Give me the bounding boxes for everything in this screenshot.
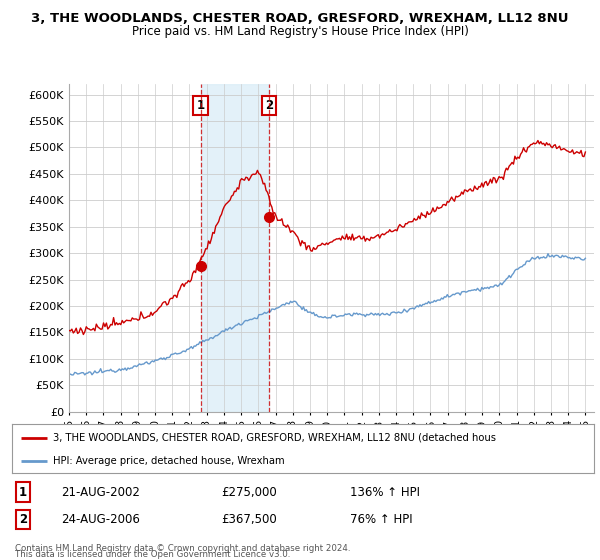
Text: Price paid vs. HM Land Registry's House Price Index (HPI): Price paid vs. HM Land Registry's House … xyxy=(131,25,469,38)
Text: 136% ↑ HPI: 136% ↑ HPI xyxy=(350,486,419,498)
Text: Contains HM Land Registry data © Crown copyright and database right 2024.: Contains HM Land Registry data © Crown c… xyxy=(15,544,350,553)
Text: 1: 1 xyxy=(19,486,27,498)
Text: 3, THE WOODLANDS, CHESTER ROAD, GRESFORD, WREXHAM, LL12 8NU: 3, THE WOODLANDS, CHESTER ROAD, GRESFORD… xyxy=(31,12,569,25)
Text: This data is licensed under the Open Government Licence v3.0.: This data is licensed under the Open Gov… xyxy=(15,550,290,559)
Text: £275,000: £275,000 xyxy=(221,486,277,498)
Text: 2: 2 xyxy=(265,99,274,112)
Text: 21-AUG-2002: 21-AUG-2002 xyxy=(61,486,140,498)
Text: 3, THE WOODLANDS, CHESTER ROAD, GRESFORD, WREXHAM, LL12 8NU (detached hous: 3, THE WOODLANDS, CHESTER ROAD, GRESFORD… xyxy=(53,433,496,443)
Text: £367,500: £367,500 xyxy=(221,513,277,526)
Text: 76% ↑ HPI: 76% ↑ HPI xyxy=(350,513,412,526)
Text: HPI: Average price, detached house, Wrexham: HPI: Average price, detached house, Wrex… xyxy=(53,456,284,466)
Text: 24-AUG-2006: 24-AUG-2006 xyxy=(61,513,140,526)
Text: 1: 1 xyxy=(196,99,205,112)
Text: 2: 2 xyxy=(19,513,27,526)
